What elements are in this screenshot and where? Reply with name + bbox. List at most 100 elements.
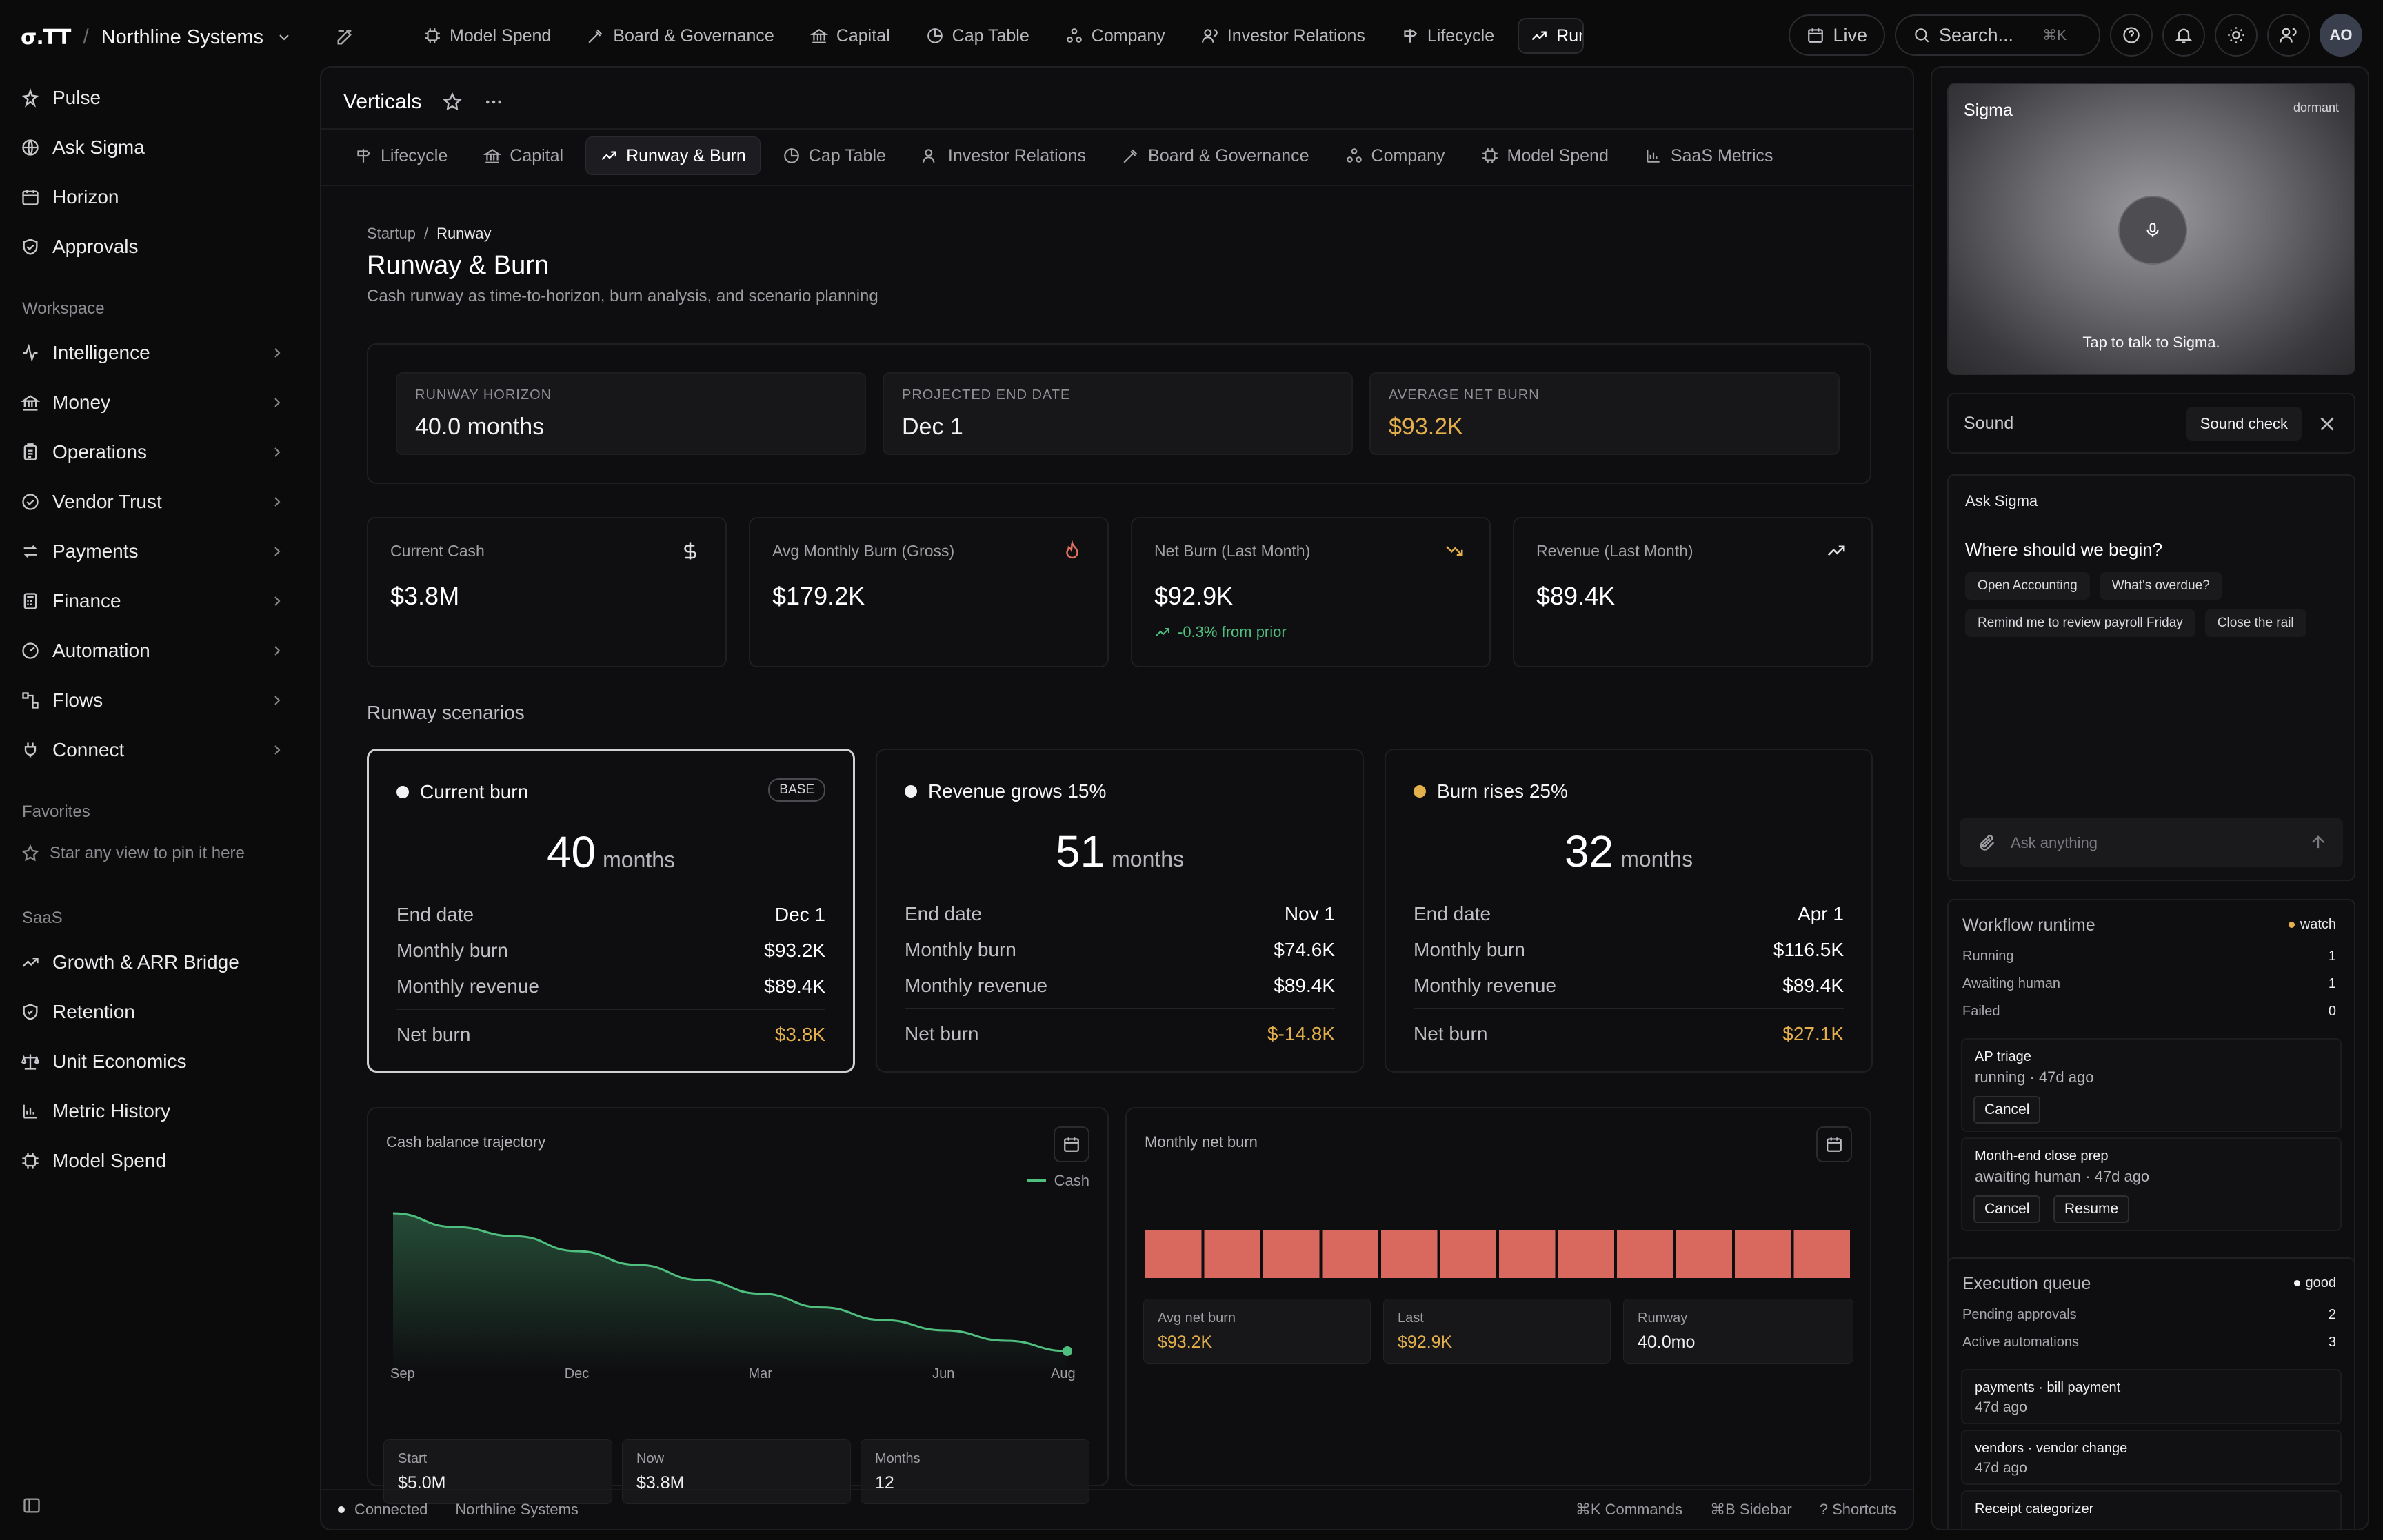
top-nav-capital[interactable]: Capital: [798, 18, 903, 54]
star-icon[interactable]: [442, 92, 463, 112]
row-label: Net burn: [1414, 1023, 1488, 1044]
row-value: $89.4K: [1782, 975, 1844, 996]
top-nav-model-spend[interactable]: Model Spend: [411, 18, 563, 54]
sidebar-shortcut[interactable]: ⌘B Sidebar: [1710, 1501, 1792, 1518]
suggestion-chip[interactable]: What's overdue?: [2099, 572, 2222, 600]
burn-mini-stat: Runway 40.0mo: [1623, 1299, 1853, 1364]
sidebar-item-unit-economics[interactable]: Unit Economics: [21, 1045, 285, 1078]
sidebar-item-metric-history[interactable]: Metric History: [21, 1095, 285, 1128]
sidebar-item-flows[interactable]: Flows: [21, 684, 285, 717]
logo[interactable]: σ.TT: [21, 25, 71, 50]
sidebar-item-model-spend[interactable]: Model Spend: [21, 1144, 285, 1177]
top-nav-company[interactable]: Company: [1053, 18, 1178, 54]
sidebar-item-retention[interactable]: Retention: [21, 995, 285, 1029]
scenario-card-revenue-grows[interactable]: Revenue grows 15% 51 months End date Nov 1…: [876, 749, 1364, 1073]
sidebar-toggle-icon[interactable]: [22, 1496, 41, 1515]
scenario-card-current-burn[interactable]: Current burn BASE 40 months End date Dec 1…: [367, 749, 855, 1073]
sidebar-item-approvals[interactable]: Approvals: [21, 230, 285, 263]
cash-line: [392, 1212, 1068, 1352]
scenario-row: Monthly burn $93.2K: [396, 937, 825, 964]
tab-label: Model Spend: [1507, 145, 1609, 165]
tab-company[interactable]: Company: [1331, 136, 1459, 175]
avatar[interactable]: AO: [2320, 14, 2362, 57]
tab-model-spend[interactable]: Model Spend: [1467, 136, 1622, 175]
tab-cap-table[interactable]: Cap Table: [769, 136, 900, 175]
sidebar-item-pulse[interactable]: Pulse: [21, 81, 285, 114]
cancel-button[interactable]: Cancel: [1973, 1195, 2041, 1223]
row-value: $-14.8K: [1267, 1023, 1335, 1044]
breadcrumb-parent[interactable]: Startup: [367, 225, 416, 242]
sidebar-item-automation[interactable]: Automation: [21, 634, 285, 667]
suggestion-chip[interactable]: Open Accounting: [1965, 572, 2090, 600]
row-label: Monthly burn: [905, 939, 1016, 960]
tab-label: Investor Relations: [947, 145, 1087, 165]
sidebar: Pulse Ask Sigma Horizon Approvals Worksp…: [0, 69, 320, 1540]
sidebar-item-operations[interactable]: Operations: [21, 436, 285, 469]
sidebar-item-vendor-trust[interactable]: Vendor Trust: [21, 485, 285, 518]
paperclip-icon[interactable]: [1978, 833, 1997, 852]
tab-saas-metrics[interactable]: SaaS Metrics: [1631, 136, 1787, 175]
sigma-hint: Tap to talk to Sigma.: [2082, 334, 2220, 351]
scenario-row: Net burn $27.1K: [1414, 1020, 1844, 1048]
compose-icon[interactable]: [335, 28, 354, 47]
suggestion-chip[interactable]: Remind me to review payroll Friday: [1965, 609, 2195, 637]
tab-lifecycle[interactable]: Lifecycle: [341, 136, 461, 175]
close-icon[interactable]: [2315, 412, 2339, 436]
sidebar-item-ask-sigma[interactable]: Ask Sigma: [21, 131, 285, 164]
cancel-button[interactable]: Cancel: [1973, 1096, 2041, 1124]
theme-toggle[interactable]: [2215, 14, 2258, 57]
stat-card-revenue: Revenue (Last Month) $89.4K: [1513, 517, 1873, 667]
row-value: $116.5K: [1773, 939, 1844, 960]
mini-value: 40.0mo: [1638, 1333, 1696, 1352]
months-value: 32: [1564, 827, 1614, 876]
queue-item[interactable]: vendors · vendor change 47d ago: [1961, 1430, 2342, 1485]
chart-title: Cash balance trajectory: [386, 1133, 546, 1151]
sidebar-item-growth-arr[interactable]: Growth & ARR Bridge: [21, 946, 285, 979]
kv-label: Running: [1962, 949, 2014, 964]
ask-input[interactable]: Ask anything: [1960, 818, 2343, 867]
mic-button[interactable]: [2118, 196, 2187, 265]
scenario-card-burn-rises[interactable]: Burn rises 25% 32 months End date Apr 1 Mo…: [1385, 749, 1873, 1073]
tab-board-governance[interactable]: Board & Governance: [1108, 136, 1323, 175]
sidebar-item-payments[interactable]: Payments: [21, 535, 285, 568]
org-switcher[interactable]: Northline Systems: [101, 26, 264, 48]
burn-bar: [1558, 1230, 1614, 1278]
date-range-button[interactable]: [1054, 1126, 1089, 1162]
tab-runway-burn[interactable]: Runway & Burn: [585, 136, 761, 175]
search-input[interactable]: Search... ⌘K: [1895, 14, 2100, 56]
tab-capital[interactable]: Capital: [470, 136, 577, 175]
help-shortcut[interactable]: ? Shortcuts: [1819, 1501, 1896, 1518]
resume-button[interactable]: Resume: [2053, 1195, 2130, 1223]
stat-card-gross-burn: Avg Monthly Burn (Gross) $179.2K: [749, 517, 1109, 667]
suggestion-chip[interactable]: Close the rail: [2204, 609, 2306, 637]
kv-label: Failed: [1962, 1004, 2000, 1019]
sidebar-item-horizon[interactable]: Horizon: [21, 181, 285, 214]
queue-item[interactable]: Receipt categorizer: [1961, 1490, 2342, 1529]
sound-check-button[interactable]: Sound check: [2186, 407, 2302, 441]
top-nav-cap-table[interactable]: Cap Table: [914, 18, 1042, 54]
more-icon[interactable]: [483, 92, 504, 112]
notifications-button[interactable]: [2162, 14, 2205, 57]
live-button[interactable]: Live: [1789, 14, 1885, 56]
top-nav-investor-relations[interactable]: Investor Relations: [1189, 18, 1378, 54]
sidebar-item-label: Automation: [52, 640, 150, 661]
commands-shortcut[interactable]: ⌘K Commands: [1575, 1501, 1683, 1518]
tab-investor-relations[interactable]: Investor Relations: [908, 136, 1100, 175]
top-nav-board-governance[interactable]: Board & Governance: [574, 18, 786, 54]
footer-org: Northline Systems: [455, 1501, 579, 1518]
help-button[interactable]: [2110, 14, 2153, 57]
team-button[interactable]: [2267, 14, 2310, 57]
top-nav-lifecycle[interactable]: Lifecycle: [1389, 18, 1507, 54]
date-range-button[interactable]: [1816, 1126, 1852, 1162]
row-value: $74.6K: [1274, 939, 1335, 960]
sidebar-item-connect[interactable]: Connect: [21, 733, 285, 767]
chevron-down-icon[interactable]: [276, 29, 292, 45]
queue-item[interactable]: payments · bill payment 47d ago: [1961, 1369, 2342, 1424]
send-icon[interactable]: [2309, 833, 2328, 852]
top-nav-runway[interactable]: Run: [1518, 18, 1585, 54]
sidebar-item-finance[interactable]: Finance: [21, 585, 285, 618]
sidebar-item-money[interactable]: Money: [21, 386, 285, 419]
ask-sigma-panel: Ask Sigma Where should we begin? Open Ac…: [1947, 474, 2355, 881]
task-meta: awaiting human · 47d ago: [1975, 1168, 2150, 1185]
sidebar-item-intelligence[interactable]: Intelligence: [21, 336, 285, 369]
